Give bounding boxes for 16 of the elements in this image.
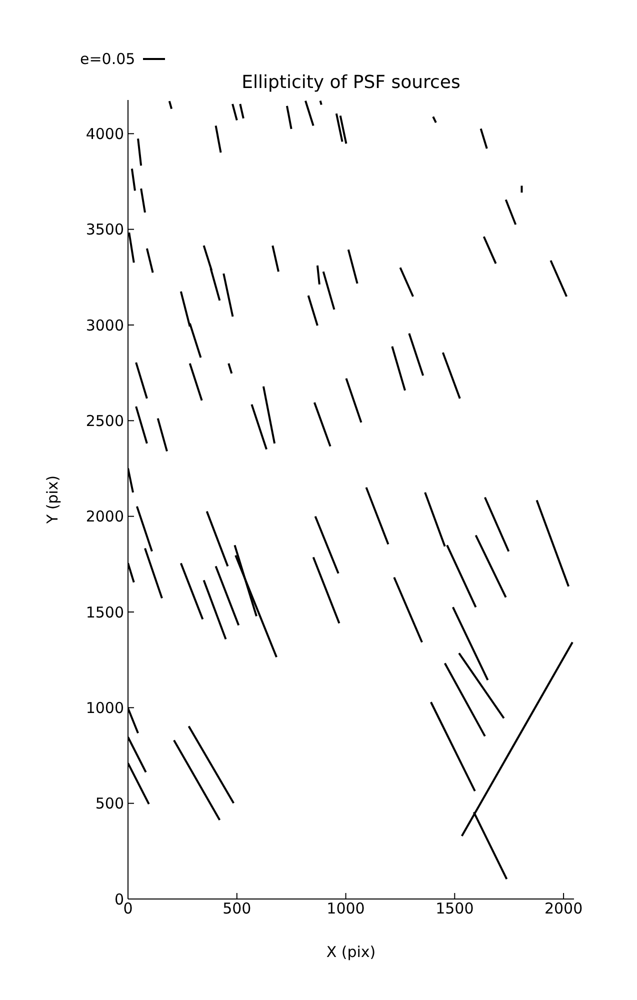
y-tick-label: 3500 (86, 220, 124, 239)
y-tick-label: 2500 (86, 412, 124, 430)
chart-title: Ellipticity of PSF sources (240, 72, 462, 93)
y-tick-label: 1000 (86, 698, 124, 717)
y-tick-label: 2000 (86, 508, 124, 526)
x-tick-label: 500 (222, 900, 252, 918)
y-tick-label: 4000 (86, 125, 124, 143)
x-tick-label: 1000 (326, 900, 365, 918)
y-tick-label: 3000 (86, 316, 124, 334)
x-tick-label: 2000 (544, 900, 583, 918)
text: e=0.05 (80, 50, 136, 68)
x-tick-label: 1500 (436, 900, 474, 918)
x-axis-title: X (pix) (326, 943, 376, 961)
y-tick-label: 500 (95, 794, 124, 813)
y-tick-label: 1500 (86, 603, 124, 622)
y-axis-title: Y (pix) (43, 475, 62, 525)
